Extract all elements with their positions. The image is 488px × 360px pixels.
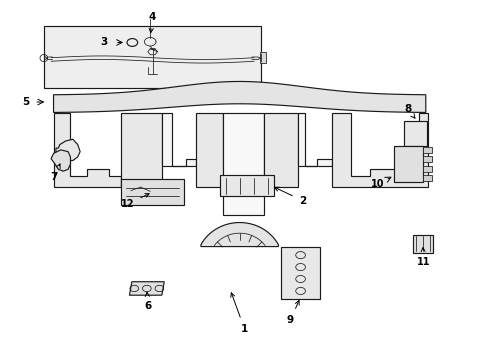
Text: 9: 9	[286, 301, 299, 325]
Polygon shape	[53, 81, 425, 112]
Polygon shape	[264, 113, 297, 187]
Text: 12: 12	[121, 194, 149, 209]
Text: 5: 5	[22, 97, 30, 107]
Polygon shape	[56, 139, 80, 161]
Text: 1: 1	[230, 293, 247, 334]
Polygon shape	[297, 113, 331, 166]
Polygon shape	[53, 113, 121, 187]
Text: 7: 7	[50, 164, 60, 182]
Polygon shape	[121, 179, 183, 205]
Polygon shape	[196, 113, 223, 187]
Polygon shape	[423, 166, 431, 172]
Text: 8: 8	[404, 104, 414, 118]
Polygon shape	[423, 175, 431, 181]
Polygon shape	[223, 113, 264, 215]
Polygon shape	[201, 222, 278, 247]
Polygon shape	[403, 121, 427, 146]
Polygon shape	[423, 147, 431, 153]
Polygon shape	[412, 235, 432, 253]
Text: 4: 4	[149, 12, 156, 33]
Bar	[44, 26, 261, 88]
Polygon shape	[220, 175, 273, 196]
Polygon shape	[280, 247, 320, 299]
Polygon shape	[51, 150, 70, 171]
Polygon shape	[121, 113, 162, 187]
Text: 11: 11	[416, 248, 429, 266]
Polygon shape	[129, 282, 164, 295]
Text: 10: 10	[370, 179, 384, 189]
Polygon shape	[260, 53, 265, 63]
Polygon shape	[423, 157, 431, 162]
Text: 6: 6	[144, 292, 151, 311]
Polygon shape	[162, 113, 196, 166]
Polygon shape	[393, 146, 423, 182]
Text: 2: 2	[274, 187, 305, 206]
Text: 3: 3	[101, 37, 108, 48]
Polygon shape	[331, 113, 427, 187]
